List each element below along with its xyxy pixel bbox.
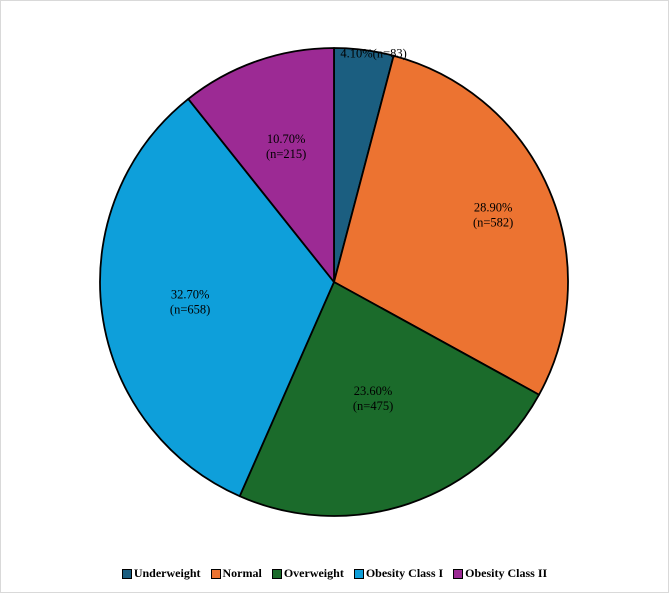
legend-label-normal: Normal bbox=[222, 566, 262, 580]
legend-swatch-overweight bbox=[271, 568, 282, 579]
chart-legend: Underweight Normal Overweight Obesity Class… bbox=[0, 566, 669, 581]
data-label-pct-obesity-class-ii: 10.70% bbox=[267, 132, 306, 146]
legend-item-obesity-class-ii: Obesity Class II bbox=[453, 566, 547, 581]
legend-label-obesity-class-ii: Obesity Class II bbox=[465, 566, 548, 580]
data-label-underweight: 4.10%(n=83) bbox=[340, 46, 406, 60]
pie-labels: 4.10%(n=83) 28.90%(n=582) 23.60%(n=475) 32.… bbox=[170, 46, 513, 413]
legend-swatch-obesity-class-ii bbox=[453, 568, 464, 579]
data-label-count-obesity-class-ii: (n=215) bbox=[266, 147, 306, 161]
pie-slice-obesity-class-ii bbox=[187, 47, 335, 283]
legend-swatch-normal bbox=[210, 568, 221, 579]
legend-label-obesity-class-i: Obesity Class I bbox=[365, 566, 444, 580]
pie-slices bbox=[99, 47, 569, 517]
legend-item-normal: Normal bbox=[210, 566, 262, 581]
data-label-pct-overweight: 23.60% bbox=[354, 384, 393, 398]
pie-slice-normal bbox=[333, 54, 569, 396]
legend-item-obesity-class-i: Obesity Class I bbox=[353, 566, 444, 581]
data-label-pct-normal: 28.90% bbox=[474, 201, 513, 215]
legend-swatch-obesity-class-i bbox=[353, 568, 364, 579]
data-label-pct-obesity-class-i: 32.70% bbox=[171, 288, 210, 302]
legend-item-overweight: Overweight bbox=[271, 566, 344, 581]
data-label-count-overweight: (n=475) bbox=[353, 399, 393, 413]
pie-slice-obesity-class-i bbox=[99, 98, 335, 498]
pie-slice-overweight bbox=[238, 281, 540, 517]
data-label-count-obesity-class-i: (n=658) bbox=[170, 303, 210, 317]
legend-label-underweight: Underweight bbox=[133, 566, 201, 580]
legend-swatch-underweight bbox=[121, 568, 132, 579]
legend-item-underweight: Underweight bbox=[121, 566, 201, 581]
data-label-count-normal: (n=582) bbox=[473, 216, 513, 230]
legend-label-overweight: Overweight bbox=[283, 566, 344, 580]
